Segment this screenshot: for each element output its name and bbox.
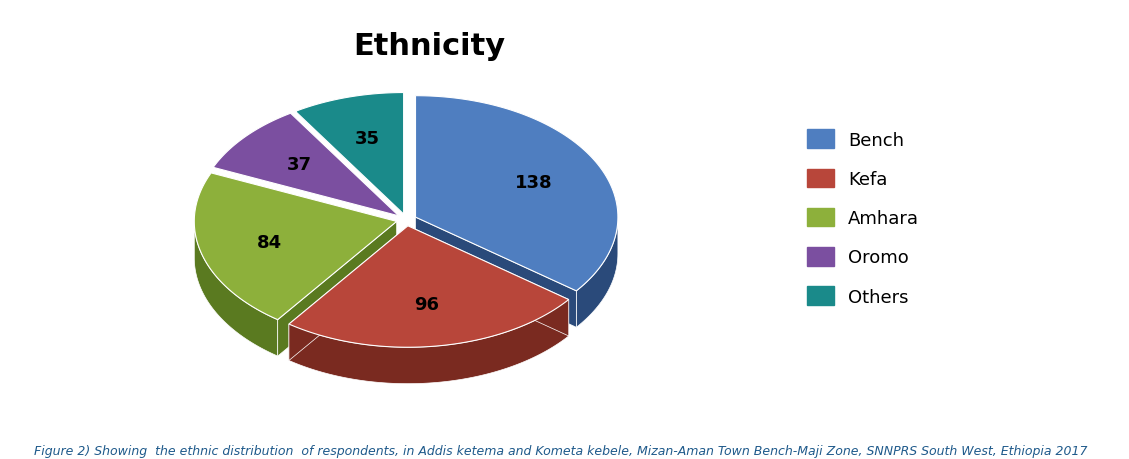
- Text: 96: 96: [414, 295, 439, 313]
- Text: Ethnicity: Ethnicity: [353, 32, 505, 61]
- Text: 35: 35: [355, 130, 379, 148]
- Polygon shape: [296, 93, 404, 214]
- Polygon shape: [415, 96, 618, 291]
- Text: 138: 138: [515, 174, 552, 192]
- Text: 84: 84: [257, 234, 282, 252]
- Polygon shape: [213, 114, 399, 216]
- Polygon shape: [194, 174, 396, 320]
- Polygon shape: [289, 226, 408, 361]
- Polygon shape: [289, 300, 569, 384]
- Polygon shape: [289, 226, 569, 347]
- Text: 37: 37: [287, 156, 312, 174]
- Polygon shape: [408, 226, 569, 336]
- Polygon shape: [278, 222, 396, 356]
- Polygon shape: [415, 218, 576, 328]
- Legend: Bench, Kefa, Amhara, Oromo, Others: Bench, Kefa, Amhara, Oromo, Others: [799, 123, 926, 313]
- Polygon shape: [576, 218, 618, 328]
- Polygon shape: [194, 224, 278, 356]
- Text: Figure 2) Showing  the ethnic distribution  of respondents, in Addis ketema and : Figure 2) Showing the ethnic distributio…: [34, 444, 1087, 458]
